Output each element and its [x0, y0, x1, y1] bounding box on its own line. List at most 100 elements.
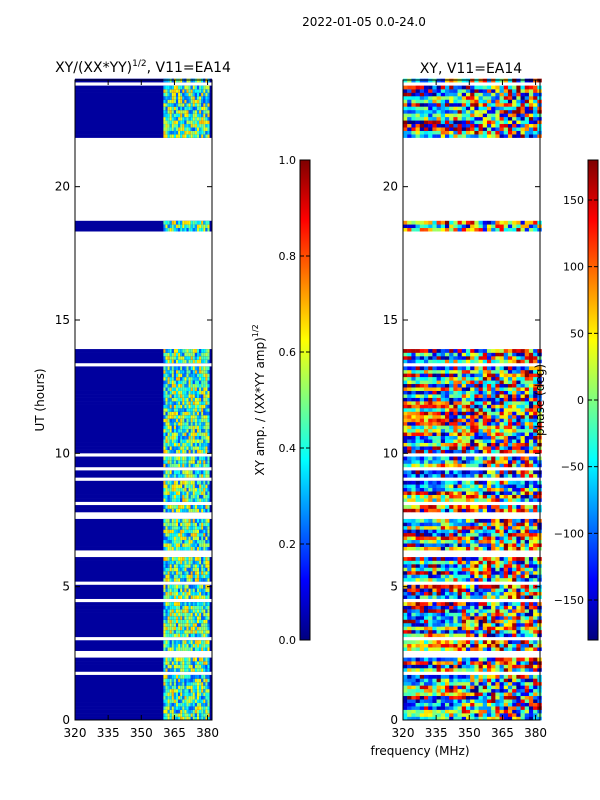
heatmap-cell — [419, 685, 425, 690]
heatmap-cell — [190, 657, 193, 662]
heatmap-cell — [499, 570, 504, 575]
heatmap-cell — [533, 442, 538, 447]
heatmap-cell — [182, 487, 185, 492]
heatmap-cell — [453, 577, 458, 582]
heatmap-cell — [465, 605, 471, 610]
heatmap-cell — [403, 640, 408, 645]
heatmap-cell — [182, 508, 185, 513]
heatmap-cell — [503, 494, 509, 499]
heatmap-cell — [171, 352, 174, 357]
heatmap-cell — [75, 411, 212, 416]
heatmap-cell — [403, 498, 408, 502]
heatmap-cell — [495, 595, 500, 599]
heatmap-cell — [432, 657, 437, 662]
heatmap-cell — [201, 557, 204, 561]
heatmap-cell — [182, 421, 185, 426]
heatmap-cell — [436, 664, 441, 669]
heatmap-cell — [192, 373, 195, 378]
y-tick-label: 5 — [62, 580, 70, 594]
heatmap-cell — [486, 456, 492, 461]
heatmap-cell — [407, 633, 412, 638]
heatmap-cell — [528, 557, 534, 561]
heatmap-cell — [178, 619, 181, 624]
heatmap-cell — [180, 643, 183, 648]
heatmap-cell — [184, 716, 187, 721]
heatmap-cell — [169, 401, 172, 405]
heatmap-cell — [188, 622, 191, 627]
heatmap-cell — [453, 633, 458, 638]
heatmap-cell — [201, 102, 204, 107]
heatmap-cell — [203, 356, 206, 360]
heatmap-cell — [207, 408, 210, 412]
heatmap-cell — [407, 619, 412, 624]
heatmap-cell — [190, 546, 193, 551]
heatmap-cell — [415, 661, 420, 665]
heatmap-cell — [423, 463, 429, 468]
heatmap-cell — [444, 622, 450, 627]
heatmap-cell — [163, 692, 166, 697]
heatmap-cell — [199, 591, 202, 596]
heatmap-cell — [457, 577, 462, 582]
heatmap-cell — [428, 428, 433, 433]
heatmap-cell — [203, 518, 206, 523]
heatmap-cell — [203, 657, 206, 662]
heatmap-cell — [180, 366, 183, 371]
heatmap-cell — [171, 356, 174, 360]
heatmap-cell — [528, 494, 534, 499]
heatmap-cell — [173, 404, 176, 409]
heatmap-cell — [457, 584, 462, 589]
heatmap-cell — [428, 661, 433, 665]
heatmap-cell — [415, 442, 420, 447]
heatmap-cell — [173, 356, 176, 360]
heatmap-cell — [436, 543, 441, 547]
heatmap-cell — [205, 546, 208, 551]
heatmap-cell — [180, 557, 183, 561]
heatmap-cell — [182, 681, 185, 686]
colorbar-tick-label: 0.0 — [279, 634, 297, 647]
heatmap-cell — [165, 92, 168, 97]
heatmap-cell — [516, 664, 521, 669]
heatmap-cell — [192, 359, 195, 364]
heatmap-cell — [482, 692, 488, 697]
heatmap-cell — [75, 518, 212, 523]
heatmap-cell — [180, 418, 183, 423]
heatmap-cell — [533, 647, 538, 651]
heatmap-cell — [190, 532, 193, 537]
heatmap-cell — [171, 595, 174, 599]
heatmap-cell — [199, 640, 202, 645]
heatmap-cell — [457, 602, 462, 606]
heatmap-cell — [411, 446, 416, 450]
heatmap-cell — [188, 498, 191, 502]
heatmap-cell — [207, 539, 210, 544]
heatmap-cell — [470, 518, 475, 523]
heatmap-cell — [190, 494, 193, 499]
heatmap-cell — [482, 668, 488, 672]
heatmap-cell — [201, 640, 204, 645]
heatmap-cell — [175, 591, 179, 596]
heatmap-cell — [423, 473, 429, 478]
heatmap-cell — [520, 685, 525, 690]
heatmap-cell — [411, 668, 416, 672]
heatmap-cell — [478, 498, 483, 502]
heatmap-cell — [194, 532, 197, 537]
heatmap-cell — [432, 626, 437, 631]
heatmap-cell — [533, 518, 538, 523]
heatmap-cell — [169, 425, 172, 430]
heatmap-cell — [524, 595, 530, 599]
heatmap-cell — [491, 442, 496, 447]
heatmap-cell — [415, 664, 420, 669]
heatmap-cell — [201, 626, 204, 631]
heatmap-cell — [186, 688, 189, 693]
heatmap-cell — [520, 605, 525, 610]
heatmap-cell — [520, 525, 525, 530]
heatmap-cell — [196, 692, 200, 697]
heatmap-cell — [165, 390, 168, 395]
heatmap-cell — [520, 532, 525, 537]
heatmap-cell — [180, 532, 183, 537]
heatmap-cell — [173, 487, 176, 492]
heatmap-cell — [175, 116, 179, 121]
heatmap-cell — [457, 480, 462, 485]
heatmap-cell — [203, 414, 206, 419]
heatmap-cell — [520, 716, 525, 721]
heatmap-cell — [205, 414, 208, 419]
